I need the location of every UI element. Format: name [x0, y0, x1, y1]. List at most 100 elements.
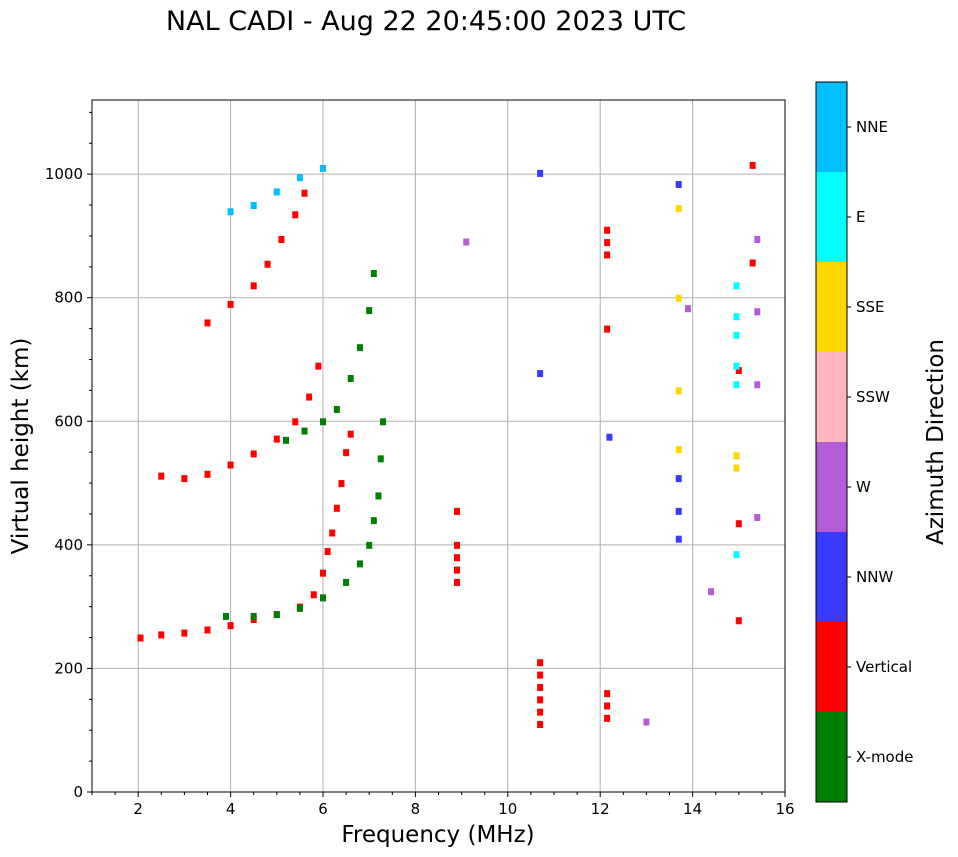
- echo-point: [733, 282, 740, 290]
- echo-point: [453, 554, 460, 562]
- x-tick-label: 6: [318, 800, 328, 818]
- echo-point: [250, 202, 257, 210]
- echo-point: [735, 520, 742, 528]
- echo-point: [749, 259, 756, 267]
- echo-point: [604, 239, 611, 247]
- echo-point: [306, 393, 313, 401]
- data-points: [137, 161, 761, 729]
- echo-point: [606, 433, 613, 441]
- colorbar-tick-label: Vertical: [856, 658, 912, 676]
- plot-area: [92, 100, 785, 792]
- colorbar-tick-label: NNW: [856, 568, 893, 586]
- echo-point: [292, 211, 299, 219]
- echo-point: [227, 622, 234, 630]
- colorbar-swatch: [816, 82, 847, 172]
- echo-point: [343, 449, 350, 457]
- echo-point: [250, 612, 257, 620]
- echo-point: [754, 308, 761, 316]
- echo-point: [675, 294, 682, 302]
- echo-point: [370, 270, 377, 277]
- echo-point: [343, 578, 350, 586]
- y-tick-label: 1000: [45, 165, 83, 183]
- echo-point: [604, 702, 611, 710]
- echo-point: [537, 696, 544, 704]
- echo-point: [675, 446, 682, 454]
- echo-point: [181, 629, 188, 637]
- echo-point: [675, 205, 682, 213]
- echo-point: [347, 430, 354, 438]
- echo-point: [250, 450, 257, 458]
- echo-point: [283, 436, 290, 444]
- x-tick-label: 4: [226, 800, 236, 818]
- echo-point: [604, 226, 611, 234]
- echo-point: [733, 362, 740, 370]
- echo-point: [733, 313, 740, 321]
- y-tick-label: 0: [73, 783, 83, 801]
- echo-point: [333, 504, 340, 512]
- echo-point: [356, 344, 363, 352]
- echo-point: [708, 588, 715, 596]
- echo-point: [356, 560, 363, 568]
- echo-point: [675, 507, 682, 515]
- echo-point: [329, 529, 336, 537]
- x-tick-label: 8: [411, 800, 421, 818]
- echo-point: [320, 594, 326, 602]
- echo-point: [675, 475, 682, 483]
- echo-point: [537, 169, 544, 177]
- echo-point: [370, 517, 377, 525]
- x-tick-label: 2: [133, 800, 143, 818]
- echo-point: [338, 480, 345, 488]
- echo-point: [296, 174, 303, 182]
- echo-point: [273, 435, 280, 443]
- echo-point: [537, 370, 544, 378]
- colorbar-swatch: [816, 622, 847, 712]
- colorbar-swatch: [816, 532, 847, 622]
- echo-point: [301, 427, 308, 435]
- echo-point: [347, 375, 354, 383]
- x-tick-label: 10: [498, 800, 517, 818]
- echo-point: [250, 282, 257, 290]
- axes: 2 4 6 8 10 12 14 16 0 200 400 600 800 1000: [45, 111, 795, 818]
- echo-point: [380, 418, 387, 426]
- echo-point: [333, 405, 340, 413]
- x-tick-label: 16: [775, 800, 794, 818]
- echo-point: [324, 548, 331, 556]
- echo-point: [604, 690, 611, 698]
- echo-point: [273, 188, 280, 196]
- echo-point: [264, 260, 271, 268]
- echo-point: [377, 455, 384, 463]
- echo-point: [158, 631, 165, 639]
- echo-point: [301, 189, 308, 197]
- echo-point: [733, 464, 740, 472]
- echo-point: [453, 578, 460, 586]
- echo-point: [754, 236, 761, 244]
- echo-point: [453, 566, 460, 574]
- echo-point: [181, 475, 188, 483]
- x-tick-label: 14: [683, 800, 702, 818]
- chart-title: NAL CADI - Aug 22 20:45:00 2023 UTC: [165, 6, 687, 37]
- colorbar-tick-label: SSW: [856, 388, 890, 406]
- echo-point: [684, 305, 691, 313]
- echo-point: [735, 367, 742, 375]
- echo-point: [227, 208, 234, 216]
- echo-point: [296, 604, 303, 612]
- echo-point: [204, 319, 211, 327]
- echo-point: [222, 612, 229, 620]
- echo-point: [158, 472, 165, 480]
- echo-point: [315, 362, 322, 370]
- echo-point: [643, 718, 650, 726]
- echo-point: [137, 634, 144, 642]
- y-axis-label: Virtual height (km): [8, 338, 34, 555]
- echo-point: [278, 236, 285, 244]
- echo-point: [204, 626, 211, 634]
- echo-point: [733, 381, 740, 389]
- x-axis-label: Frequency (MHz): [341, 822, 534, 848]
- colorbar-tick-label: E: [856, 208, 865, 226]
- echo-point: [749, 161, 756, 169]
- echo-point: [320, 418, 326, 426]
- echo-point: [733, 331, 740, 339]
- echo-point: [675, 535, 682, 543]
- echo-point: [733, 551, 740, 559]
- echo-point: [366, 541, 373, 549]
- echo-point: [537, 683, 544, 691]
